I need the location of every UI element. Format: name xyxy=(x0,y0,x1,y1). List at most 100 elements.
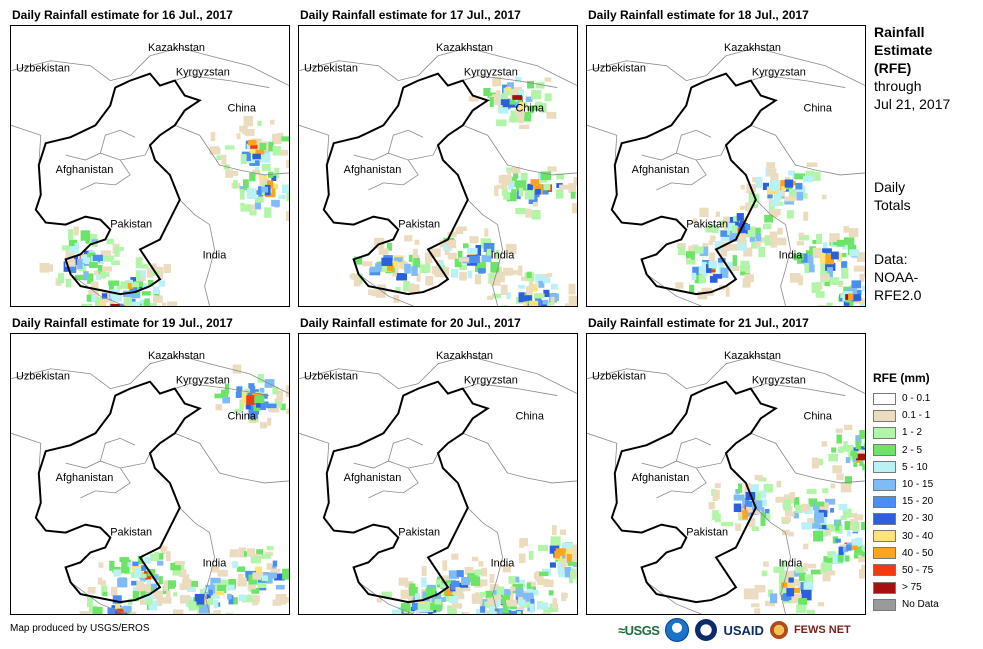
logo-strip: ≈USGS USAID FEWS NET xyxy=(618,618,851,642)
label-india: India xyxy=(203,557,228,569)
label-india: India xyxy=(491,557,516,569)
legend-swatch xyxy=(873,392,896,405)
panel-title: Daily Rainfall estimate for 16 Jul., 201… xyxy=(12,8,233,22)
afghanistan-pakistan-outline xyxy=(610,380,778,604)
rainfall-map: Kazakhstan Uzbekistan Kyrgyzstan China Afgha… xyxy=(10,333,290,615)
legend-item: 30 - 40 xyxy=(873,528,939,545)
label-uzbekistan: Uzbekistan xyxy=(16,371,70,383)
legend-label: 1 - 2 xyxy=(902,427,923,439)
side-title-rfe: (RFE) xyxy=(874,60,912,76)
usaid-seal-icon xyxy=(695,619,718,641)
label-uzbekistan: Uzbekistan xyxy=(304,371,358,383)
side-date: Jul 21, 2017 xyxy=(874,96,951,112)
legend-label: No Data xyxy=(902,599,939,611)
label-kyrgyzstan: Kyrgyzstan xyxy=(176,375,230,387)
map-svg: Kazakhstan Uzbekistan Kyrgyzstan China Afgha… xyxy=(11,42,289,306)
label-pakistan: Pakistan xyxy=(110,219,152,231)
rainfall-map: Kazakhstan Uzbekistan Kyrgyzstan China Afgha… xyxy=(10,25,290,307)
afghanistan-pakistan-outline xyxy=(322,72,490,296)
fews-net-logo: FEWS NET xyxy=(793,624,851,636)
label-india: India xyxy=(779,249,804,261)
legend-label: 5 - 10 xyxy=(902,461,928,473)
legend-label: 15 - 20 xyxy=(902,496,934,508)
afghanistan-pakistan-outline xyxy=(34,380,202,604)
legend-swatch xyxy=(873,444,896,457)
legend-swatch xyxy=(873,530,896,543)
rainfall-field xyxy=(708,423,865,614)
rainfall-map: Kazakhstan Uzbekistan Kyrgyzstan China Afgha… xyxy=(298,333,578,615)
legend-label: 20 - 30 xyxy=(902,513,934,525)
legend-title: RFE (mm) xyxy=(873,371,930,385)
legend-swatch xyxy=(873,564,896,577)
label-pakistan: Pakistan xyxy=(398,527,440,539)
legend-label: 40 - 50 xyxy=(902,547,934,559)
map-panel: Daily Rainfall estimate for 16 Jul., 201… xyxy=(10,6,290,307)
label-kazakhstan: Kazakhstan xyxy=(436,350,493,362)
label-kazakhstan: Kazakhstan xyxy=(436,42,493,54)
legend-item: 10 - 15 xyxy=(873,476,939,493)
legend-item: 1 - 2 xyxy=(873,424,939,441)
label-pakistan: Pakistan xyxy=(110,527,152,539)
label-china: China xyxy=(515,410,544,422)
side-noaa: NOAA- xyxy=(874,269,919,285)
legend-label: > 75 xyxy=(902,582,922,594)
label-china: China xyxy=(515,102,544,114)
legend: RFE (mm) 0 - 0.1 0.1 - 1 1 - 2 2 - 5 5 - 10 1… xyxy=(873,371,939,613)
legend-item: 40 - 50 xyxy=(873,545,939,562)
label-kyrgyzstan: Kyrgyzstan xyxy=(176,67,230,79)
afghanistan-pakistan-outline xyxy=(34,72,202,296)
side-daily: Daily xyxy=(874,179,906,195)
label-afghanistan: Afghanistan xyxy=(632,164,690,176)
legend-label: 0 - 0.1 xyxy=(902,393,931,405)
legend-label: 30 - 40 xyxy=(902,530,934,542)
label-china: China xyxy=(803,102,832,114)
label-pakistan: Pakistan xyxy=(686,527,728,539)
rainfall-field xyxy=(675,162,865,306)
label-pakistan: Pakistan xyxy=(398,219,440,231)
label-afghanistan: Afghanistan xyxy=(56,472,114,484)
side-data: Data: xyxy=(874,251,908,267)
legend-item: 0 - 0.1 xyxy=(873,390,939,407)
legend-item: 5 - 10 xyxy=(873,459,939,476)
legend-swatch xyxy=(873,512,896,525)
label-uzbekistan: Uzbekistan xyxy=(592,63,646,75)
legend-swatch xyxy=(873,547,896,560)
label-kazakhstan: Kazakhstan xyxy=(724,42,781,54)
legend-swatch xyxy=(873,598,896,611)
noaa-logo-icon xyxy=(665,618,690,642)
legend-swatch xyxy=(873,409,896,422)
rainfall-map: Kazakhstan Uzbekistan Kyrgyzstan China Afgha… xyxy=(586,333,866,615)
map-svg: Kazakhstan Uzbekistan Kyrgyzstan China Afgha… xyxy=(587,42,865,306)
label-afghanistan: Afghanistan xyxy=(632,472,690,484)
side-title-rainfall: Rainfall xyxy=(874,24,925,40)
legend-item: No Data xyxy=(873,596,939,613)
legend-swatch xyxy=(873,461,896,474)
legend-label: 2 - 5 xyxy=(902,444,923,456)
label-kazakhstan: Kazakhstan xyxy=(148,350,205,362)
legend-label: 0.1 - 1 xyxy=(902,410,931,422)
map-svg: Kazakhstan Uzbekistan Kyrgyzstan China Afgha… xyxy=(11,350,289,614)
legend-label: 10 - 15 xyxy=(902,479,934,491)
map-panel: Daily Rainfall estimate for 18 Jul., 201… xyxy=(586,6,866,307)
label-kyrgyzstan: Kyrgyzstan xyxy=(752,67,806,79)
rainfall-field xyxy=(376,525,577,614)
rainfall-map: Kazakhstan Uzbekistan Kyrgyzstan China Afgha… xyxy=(586,25,866,307)
rainfall-map: Kazakhstan Uzbekistan Kyrgyzstan China Afgha… xyxy=(298,25,578,307)
label-uzbekistan: Uzbekistan xyxy=(16,63,70,75)
rainfall-field xyxy=(39,115,289,306)
legend-item: 20 - 30 xyxy=(873,510,939,527)
label-kyrgyzstan: Kyrgyzstan xyxy=(464,67,518,79)
panel-title: Daily Rainfall estimate for 21 Jul., 201… xyxy=(588,316,809,330)
map-svg: Kazakhstan Uzbekistan Kyrgyzstan China Afgha… xyxy=(587,350,865,614)
label-kazakhstan: Kazakhstan xyxy=(724,350,781,362)
map-panel: Daily Rainfall estimate for 17 Jul., 201… xyxy=(298,6,578,307)
afghanistan-pakistan-outline xyxy=(610,72,778,296)
afghanistan-pakistan-outline xyxy=(322,380,490,604)
label-china: China xyxy=(803,410,832,422)
label-china: China xyxy=(227,410,256,422)
legend-item: 15 - 20 xyxy=(873,493,939,510)
credit-text: Map produced by USGS/EROS xyxy=(10,623,150,634)
legend-label: 50 - 75 xyxy=(902,564,934,576)
panel-title: Daily Rainfall estimate for 18 Jul., 201… xyxy=(588,8,809,22)
label-india: India xyxy=(203,249,228,261)
